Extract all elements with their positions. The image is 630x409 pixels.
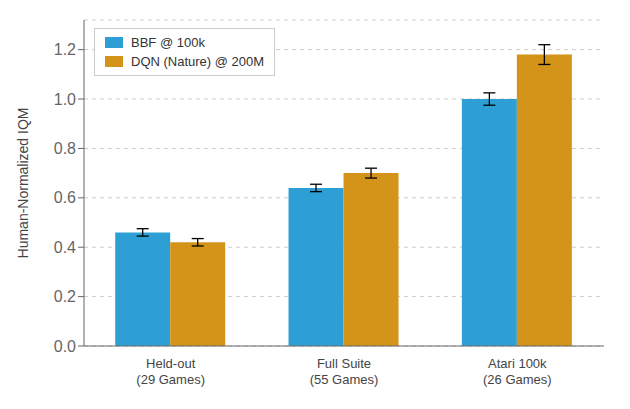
svg-text:1.0: 1.0 <box>54 91 76 108</box>
svg-text:0.6: 0.6 <box>54 189 76 206</box>
svg-text:0.0: 0.0 <box>54 338 76 355</box>
svg-text:0.4: 0.4 <box>54 239 76 256</box>
svg-text:Full Suite(55 Games): Full Suite(55 Games) <box>310 356 379 387</box>
svg-text:0.2: 0.2 <box>54 288 76 305</box>
html-text:BBF @ 100k: BBF @ 100k <box>131 35 205 50</box>
svg-text:0.8: 0.8 <box>54 140 76 157</box>
svg-text:1.2: 1.2 <box>54 41 76 58</box>
svg-text:Human-Normalized IQM: Human-Normalized IQM <box>15 108 31 259</box>
svg-text:Held-out(29 Games): Held-out(29 Games) <box>136 356 205 387</box>
svg-text:Atari 100k(26 Games): Atari 100k(26 Games) <box>483 356 552 387</box>
html-text:DQN (Nature) @ 200M: DQN (Nature) @ 200M <box>131 54 265 69</box>
